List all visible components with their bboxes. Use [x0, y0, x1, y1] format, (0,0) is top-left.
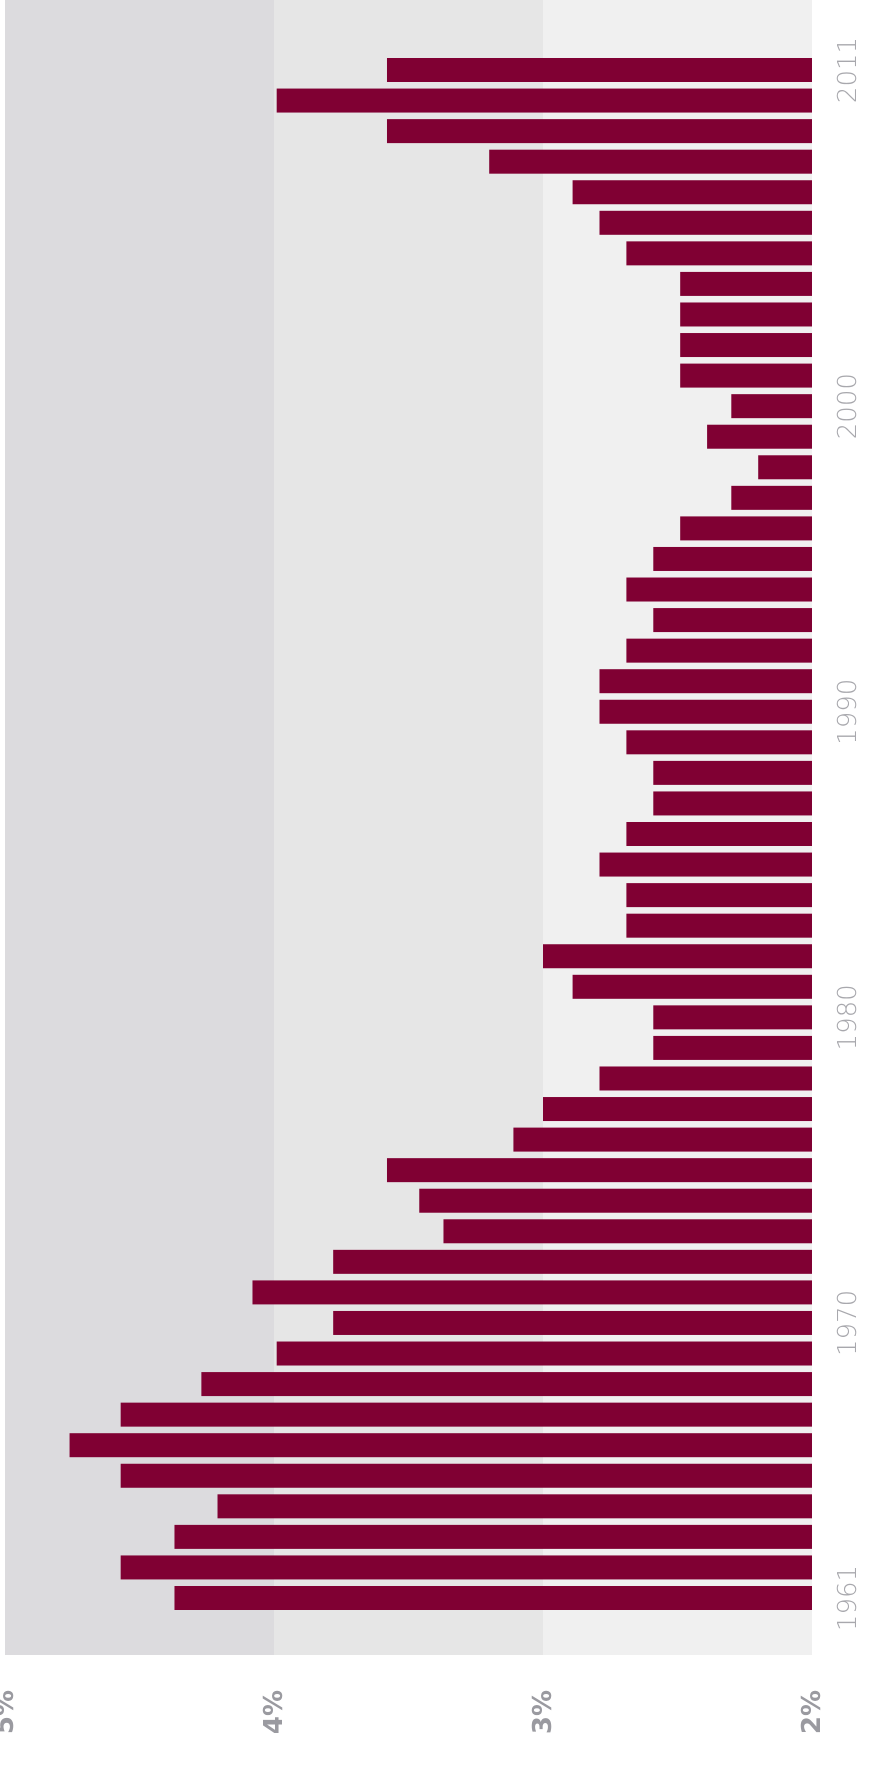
bar-2004	[680, 271, 812, 296]
bar-1989	[626, 730, 812, 755]
bar-1992	[626, 638, 812, 663]
bar-1990	[599, 699, 812, 724]
bar-1985	[599, 852, 812, 877]
year-axis: 1961 1970 1980 1990 2000 2011	[833, 37, 863, 1631]
bar-1962	[120, 1555, 813, 1580]
bar-2003	[680, 302, 812, 327]
bar-1970	[333, 1310, 812, 1335]
bar-1966	[69, 1433, 812, 1458]
bar-1998	[758, 455, 812, 480]
bar-1993	[653, 608, 812, 633]
bar-1973	[443, 1219, 812, 1244]
bar-2000	[731, 394, 812, 419]
year-tick-2011: 2011	[833, 37, 863, 103]
value-tick-5: 5%	[0, 1690, 20, 1734]
bar-2011	[386, 58, 812, 82]
bar-2001	[680, 363, 812, 388]
bar-1991	[599, 669, 812, 694]
bar-2002	[680, 333, 812, 358]
bar-1967	[120, 1402, 813, 1427]
bar-1984	[626, 883, 812, 908]
bar-1978	[599, 1066, 812, 1091]
value-tick-3: 3%	[528, 1690, 558, 1734]
year-tick-1961: 1961	[833, 1565, 863, 1631]
bar-1981	[572, 974, 812, 999]
bar-1976	[513, 1127, 812, 1152]
bar-1972	[333, 1249, 812, 1274]
bar-1963	[174, 1524, 813, 1549]
bar-1988	[653, 760, 812, 785]
bar-2010	[276, 88, 812, 113]
bar-1971	[252, 1280, 813, 1305]
bar-2007	[572, 180, 812, 205]
bar-1974	[419, 1188, 812, 1213]
bar-1986	[626, 822, 812, 846]
bar-2006	[599, 210, 812, 235]
bar-1965	[120, 1463, 813, 1488]
bar-1961	[174, 1586, 813, 1610]
bar-1994	[626, 577, 812, 602]
value-axis: 5% 4% 3% 2%	[0, 1690, 827, 1734]
bar-2005	[626, 241, 812, 266]
year-tick-1970: 1970	[833, 1290, 863, 1356]
bar-1995	[653, 546, 812, 571]
bar-2009	[386, 119, 812, 144]
bar-1987	[653, 791, 812, 816]
year-tick-1980: 1980	[833, 984, 863, 1050]
year-tick-2000: 2000	[833, 373, 863, 439]
bar-1979	[653, 1035, 812, 1060]
bar-1997	[731, 485, 812, 510]
bar-1968	[201, 1372, 812, 1397]
bar-2008	[489, 149, 812, 174]
bar-1980	[653, 1005, 812, 1030]
bar-series	[69, 58, 813, 1610]
year-tick-1990: 1990	[833, 679, 863, 745]
bar-1983	[626, 913, 812, 938]
bar-1969	[276, 1341, 812, 1366]
bar-1964	[217, 1494, 812, 1519]
bar-1999	[707, 424, 812, 449]
bar-1977	[543, 1097, 812, 1122]
value-tick-2: 2%	[797, 1690, 827, 1734]
bar-1975	[386, 1158, 812, 1183]
value-tick-4: 4%	[259, 1690, 289, 1734]
bar-1982	[543, 944, 812, 969]
bar-1996	[680, 516, 812, 541]
